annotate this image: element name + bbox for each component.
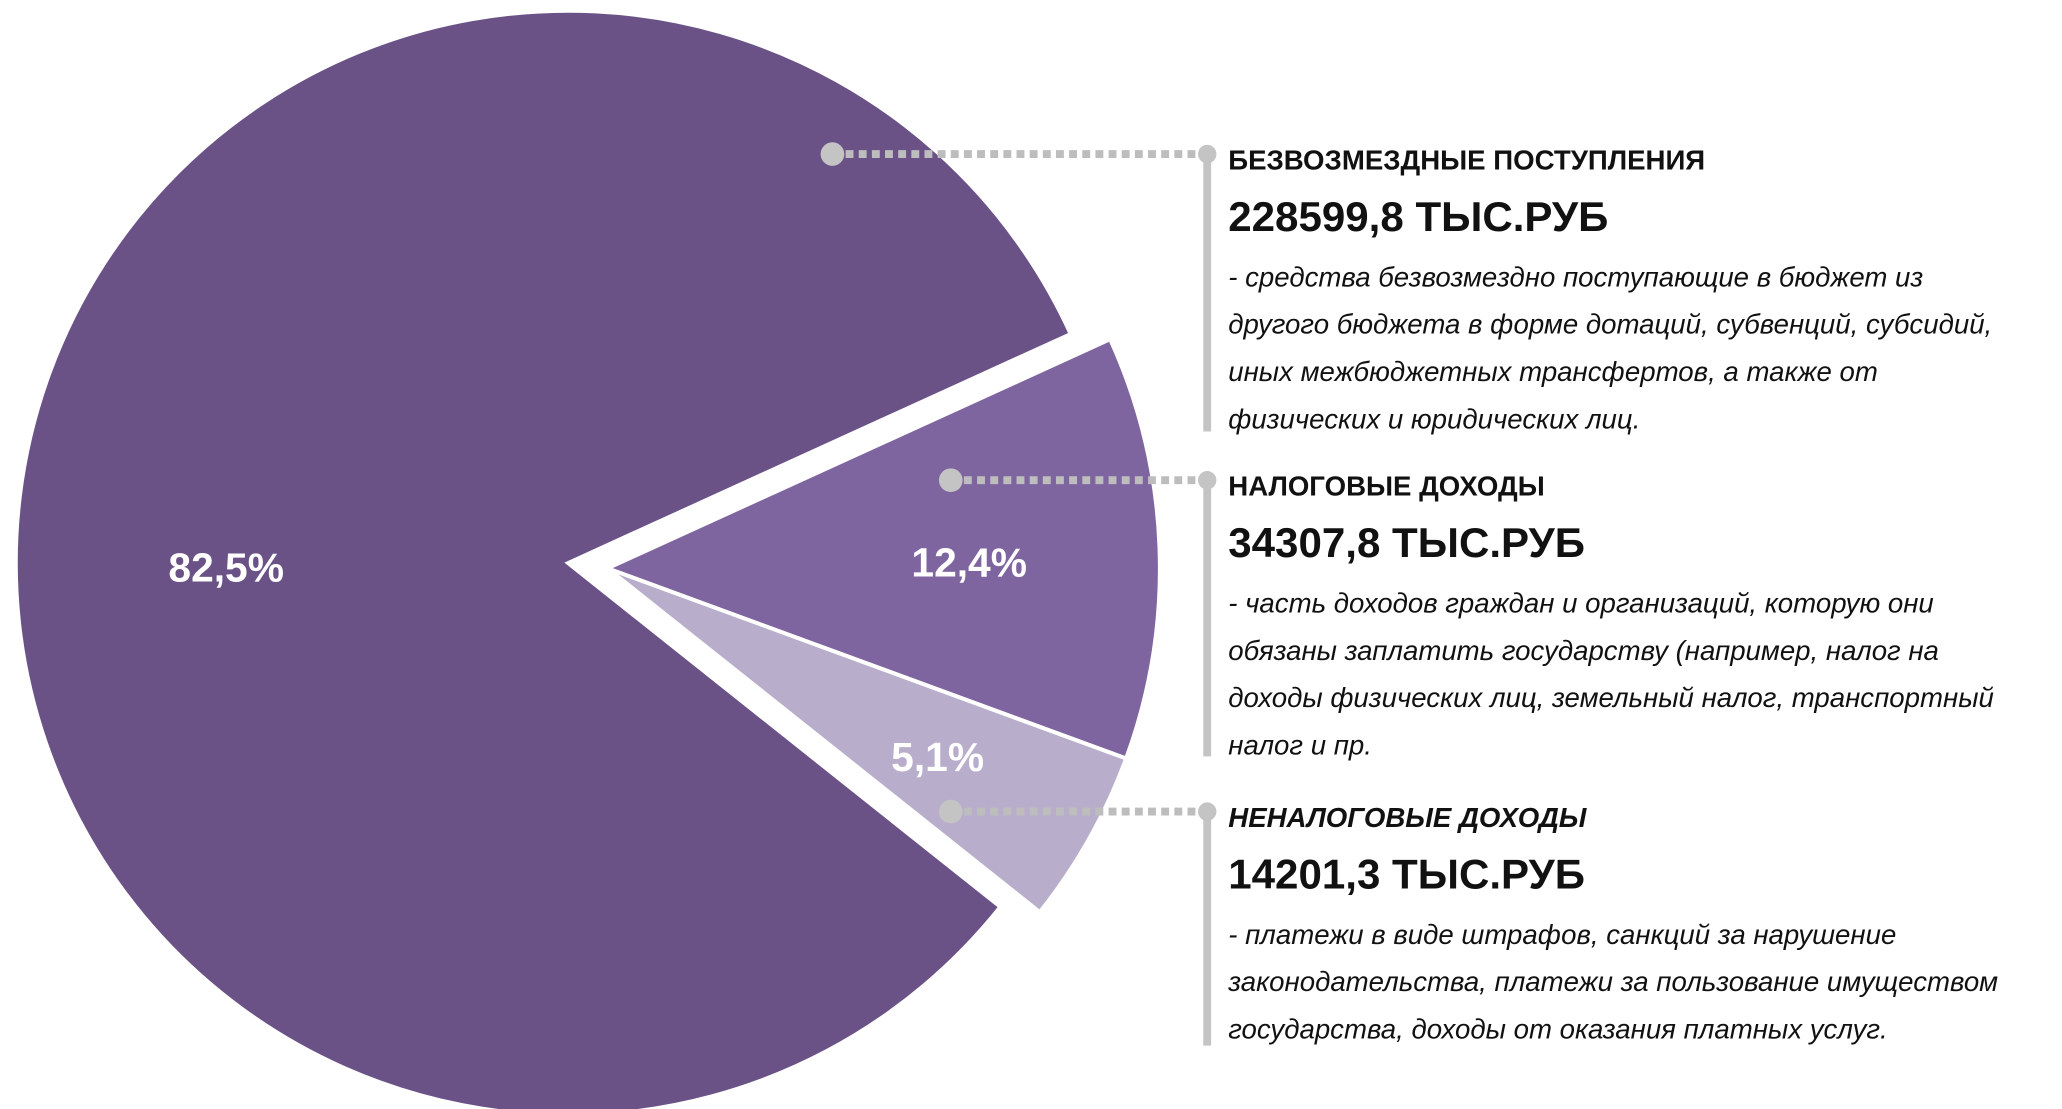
category-heading: НЕНАЛОГОВЫЕ ДОХОДЫ — [1228, 802, 1588, 833]
connector-dot — [938, 468, 963, 493]
description-line: - часть доходов граждан и организаций, к… — [1228, 587, 1934, 618]
category-heading: БЕЗВОЗМЕЗДНЫЕ ПОСТУПЛЕНИЯ — [1228, 144, 1705, 175]
connector-dot — [938, 799, 963, 824]
amount: 228599,8 ТЫС.РУБ — [1228, 193, 1608, 240]
description-line: законодательства, платежи за пользование… — [1227, 966, 1998, 997]
pie-slice — [602, 336, 1162, 762]
bar-dot — [1198, 470, 1217, 490]
percent-label: 12,4% — [911, 539, 1027, 585]
connector-dot — [820, 142, 845, 166]
percent-label: 5,1% — [891, 734, 984, 780]
description-line: иных межбюджетных трансфертов, а также о… — [1228, 356, 1878, 387]
pie-slice — [606, 566, 1129, 915]
amount: 34307,8 ТЫС.РУБ — [1228, 519, 1585, 566]
description-line: - платежи в виде штрафов, санкций за нар… — [1228, 919, 1896, 950]
description-line: другого бюджета в форме дотаций, субвенц… — [1228, 309, 1992, 340]
amount: 14201,3 ТЫС.РУБ — [1228, 850, 1585, 897]
pie-slice — [13, 8, 1074, 1109]
percent-label: 82,5% — [168, 545, 284, 591]
description-line: - средства безвозмездно поступающие в бю… — [1228, 261, 1923, 292]
description-line: доходы физических лиц, земельный налог, … — [1228, 682, 1994, 713]
bar-dot — [1198, 144, 1217, 164]
description-line: государства, доходы от оказания платных … — [1228, 1014, 1887, 1045]
category-heading: НАЛОГОВЫЕ ДОХОДЫ — [1228, 470, 1544, 501]
bar-dot — [1198, 802, 1217, 821]
description-line: обязаны заплатить государству (например,… — [1228, 635, 1939, 666]
description-line: налог и пр. — [1228, 729, 1372, 760]
description-line: физических и юридических лиц. — [1228, 403, 1640, 434]
